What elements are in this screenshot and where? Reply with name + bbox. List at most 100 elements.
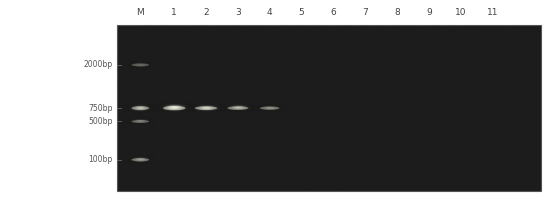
Point — [360, 171, 368, 174]
Point — [394, 101, 403, 105]
Point — [114, 177, 123, 180]
Point — [410, 34, 419, 37]
Point — [498, 88, 507, 91]
Point — [306, 64, 315, 67]
Point — [177, 110, 186, 113]
Point — [174, 171, 183, 174]
Point — [366, 52, 374, 56]
Point — [170, 141, 179, 144]
Point — [224, 77, 233, 80]
Point — [473, 109, 481, 112]
Point — [211, 58, 219, 61]
Point — [477, 129, 486, 132]
Point — [506, 157, 515, 160]
Point — [147, 72, 156, 75]
Point — [499, 43, 508, 47]
Point — [206, 160, 215, 164]
Point — [504, 101, 512, 104]
Point — [328, 90, 337, 93]
Point — [141, 68, 150, 72]
Point — [314, 40, 323, 43]
Point — [305, 74, 313, 77]
Point — [408, 24, 417, 27]
Point — [376, 183, 385, 187]
Point — [137, 83, 145, 86]
Point — [311, 162, 319, 165]
Point — [504, 131, 513, 135]
Point — [176, 54, 184, 57]
Point — [437, 155, 446, 159]
Point — [497, 170, 505, 173]
Point — [221, 165, 230, 168]
Point — [534, 151, 543, 155]
Point — [120, 115, 128, 119]
Point — [415, 94, 424, 97]
Point — [381, 171, 390, 175]
Point — [175, 171, 183, 174]
Point — [522, 41, 530, 44]
Point — [449, 52, 458, 56]
Point — [304, 188, 312, 191]
Point — [217, 30, 226, 33]
Point — [273, 130, 281, 134]
Point — [325, 184, 333, 188]
Point — [180, 52, 189, 56]
Point — [529, 50, 537, 54]
Point — [501, 126, 510, 130]
Point — [251, 181, 260, 184]
Point — [363, 167, 372, 170]
Point — [462, 158, 471, 162]
Point — [476, 105, 485, 108]
Point — [168, 139, 177, 142]
Point — [353, 43, 361, 47]
Point — [296, 110, 305, 113]
Point — [225, 95, 233, 99]
Point — [469, 68, 478, 71]
Point — [425, 180, 434, 183]
Point — [340, 87, 349, 90]
Point — [289, 76, 298, 79]
Point — [317, 42, 326, 45]
Point — [140, 109, 149, 112]
Point — [373, 130, 381, 134]
Point — [431, 52, 440, 55]
Point — [262, 128, 271, 132]
Point — [197, 58, 206, 61]
Point — [397, 38, 405, 42]
Point — [117, 154, 126, 157]
Point — [495, 171, 504, 175]
Point — [365, 127, 374, 130]
Point — [140, 148, 149, 151]
Point — [208, 118, 217, 121]
Point — [175, 164, 184, 167]
Point — [177, 163, 186, 166]
Point — [203, 90, 212, 93]
Point — [535, 76, 544, 80]
Point — [462, 37, 471, 41]
Point — [238, 41, 246, 45]
Point — [514, 106, 523, 110]
Point — [382, 186, 391, 190]
Point — [362, 45, 371, 49]
Point — [213, 144, 222, 147]
Point — [368, 149, 376, 153]
Point — [147, 72, 156, 75]
Point — [434, 55, 442, 58]
Point — [280, 113, 288, 116]
Point — [299, 174, 307, 178]
Point — [463, 31, 472, 34]
Point — [435, 68, 443, 72]
Point — [434, 105, 443, 108]
Point — [139, 50, 148, 53]
Point — [378, 89, 386, 92]
Point — [372, 110, 381, 113]
Point — [342, 100, 351, 103]
Point — [194, 155, 202, 159]
Point — [362, 37, 370, 40]
Point — [382, 54, 391, 58]
Point — [324, 102, 333, 105]
Point — [240, 24, 249, 27]
Point — [288, 98, 296, 101]
Point — [505, 167, 514, 171]
Point — [273, 75, 282, 78]
